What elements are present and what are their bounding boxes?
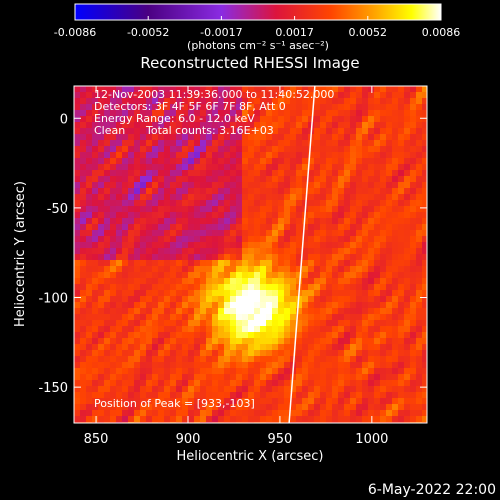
footer-date: 6-May-2022 22:00 [368, 482, 496, 498]
x-tick-label: 1000 [355, 432, 388, 447]
colorbar-ticks: -0.0086 -0.0052 -0.0017 0.0017 0.0052 0.0086 [54, 16, 460, 39]
colorbar-label: (photons cm⁻² s⁻¹ asec⁻²) [187, 39, 329, 52]
solar-limb-line [288, 85, 316, 424]
colorbar-tick-label: -0.0052 [127, 26, 169, 39]
y-axis-label: Heliocentric Y (arcsec) [13, 181, 28, 327]
x-axis-ticks: 850 900 950 1000 [84, 86, 388, 447]
heatmap-image [74, 86, 427, 423]
x-tick-label: 900 [176, 432, 201, 447]
x-tick-label: 950 [268, 432, 293, 447]
annotation-peak: Position of Peak = [933,-103] [94, 397, 255, 410]
annotation-clean: Clean [94, 124, 125, 137]
colorbar [74, 3, 442, 21]
y-axis-ticks: 0 -50 -100 -150 [38, 112, 427, 396]
annotation-counts: Total counts: 3.16E+03 [145, 124, 274, 137]
y-tick-label: -150 [38, 381, 68, 396]
annotation-time: 12-Nov-2003 11:39:36.000 to 11:40:52.000 [94, 88, 334, 101]
colorbar-tick-label: 0.0052 [349, 26, 388, 39]
colorbar-tick-label: -0.0017 [200, 26, 242, 39]
annotation-detectors: Detectors: 3F 4F 5F 6F 7F 8F, Att 0 [94, 100, 286, 113]
annotation-energy: Energy Range: 6.0 - 12.0 keV [94, 112, 255, 125]
plot-frame [73, 85, 428, 424]
colorbar-tick-label: 0.0017 [275, 26, 314, 39]
chart-title: Reconstructed RHESSI Image [140, 54, 359, 72]
colorbar-tick-label: -0.0086 [54, 26, 96, 39]
colorbar-tick-label: 0.0086 [422, 26, 461, 39]
y-tick-label: -50 [47, 202, 68, 217]
y-tick-label: 0 [60, 112, 68, 127]
y-tick-label: -100 [38, 292, 68, 307]
x-axis-label: Heliocentric X (arcsec) [177, 449, 324, 464]
x-tick-label: 850 [84, 432, 109, 447]
